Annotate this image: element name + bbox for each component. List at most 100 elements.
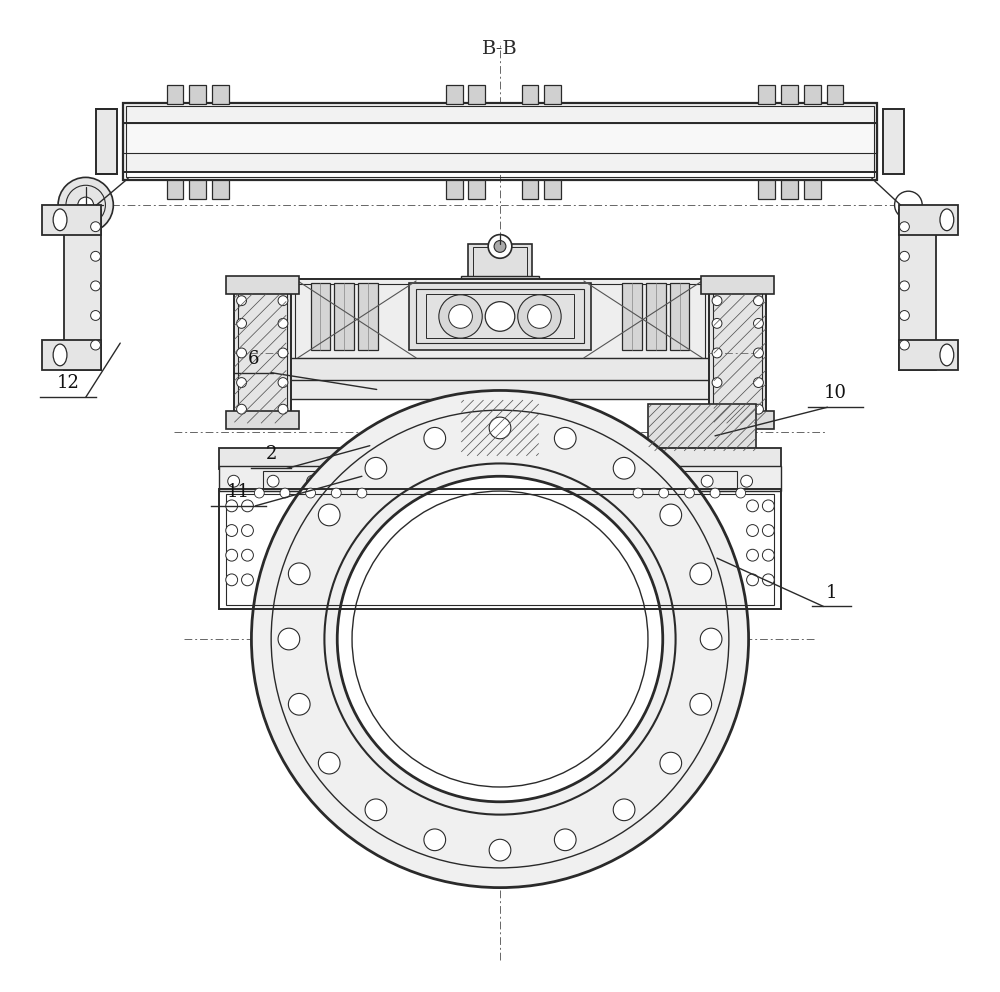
Circle shape <box>424 428 446 449</box>
Text: 1: 1 <box>826 583 837 601</box>
Circle shape <box>425 475 437 487</box>
Circle shape <box>900 281 909 291</box>
Bar <box>426 294 574 338</box>
Bar <box>123 123 877 153</box>
Circle shape <box>613 457 635 479</box>
Circle shape <box>91 251 100 261</box>
Bar <box>288 380 712 400</box>
Circle shape <box>365 457 387 479</box>
Circle shape <box>288 562 310 584</box>
Bar <box>358 283 378 350</box>
Bar <box>758 181 775 199</box>
Circle shape <box>700 628 722 650</box>
Circle shape <box>318 504 340 526</box>
Circle shape <box>226 525 238 537</box>
Bar <box>804 84 821 104</box>
Circle shape <box>489 839 511 861</box>
Bar <box>126 106 874 178</box>
Bar <box>189 84 206 104</box>
Circle shape <box>741 475 753 487</box>
Bar <box>899 210 936 370</box>
Circle shape <box>78 197 94 213</box>
Circle shape <box>494 240 506 252</box>
Circle shape <box>226 550 238 561</box>
Circle shape <box>278 378 288 388</box>
Circle shape <box>554 428 576 449</box>
Circle shape <box>690 693 712 715</box>
Bar <box>288 358 712 383</box>
Circle shape <box>754 318 763 328</box>
Bar <box>189 181 206 199</box>
Circle shape <box>684 488 694 498</box>
Bar <box>409 283 591 350</box>
Circle shape <box>485 302 515 331</box>
Circle shape <box>242 525 253 537</box>
Bar <box>219 447 781 469</box>
Ellipse shape <box>53 209 67 231</box>
Circle shape <box>58 178 113 232</box>
Bar <box>648 405 756 451</box>
Circle shape <box>633 488 643 498</box>
Bar <box>522 181 538 199</box>
Circle shape <box>754 405 763 414</box>
Circle shape <box>228 475 240 487</box>
Circle shape <box>318 752 340 774</box>
Bar <box>238 288 287 423</box>
Bar <box>522 84 538 104</box>
Circle shape <box>307 475 318 487</box>
Ellipse shape <box>940 209 954 231</box>
Circle shape <box>712 348 722 358</box>
Circle shape <box>518 295 561 338</box>
Bar <box>446 181 463 199</box>
Bar <box>219 466 781 491</box>
Circle shape <box>622 475 634 487</box>
Circle shape <box>278 296 288 306</box>
Bar <box>226 494 774 604</box>
Circle shape <box>280 488 290 498</box>
Bar <box>64 210 101 370</box>
Bar <box>899 340 958 370</box>
Circle shape <box>747 525 758 537</box>
Circle shape <box>278 405 288 414</box>
Circle shape <box>900 310 909 320</box>
Text: 2: 2 <box>265 445 277 463</box>
Bar <box>622 283 642 350</box>
Bar <box>701 276 774 294</box>
Circle shape <box>712 318 722 328</box>
Bar <box>123 153 877 173</box>
Bar <box>883 109 904 175</box>
Bar <box>226 276 299 294</box>
Circle shape <box>365 799 387 820</box>
Bar <box>123 103 877 181</box>
Bar <box>544 181 561 199</box>
Text: 6: 6 <box>248 350 259 368</box>
Circle shape <box>754 378 763 388</box>
Circle shape <box>754 348 763 358</box>
Circle shape <box>237 378 246 388</box>
Circle shape <box>331 488 341 498</box>
Circle shape <box>288 693 310 715</box>
Circle shape <box>439 295 482 338</box>
Circle shape <box>762 574 774 585</box>
Circle shape <box>267 475 279 487</box>
Circle shape <box>278 628 300 650</box>
Circle shape <box>747 500 758 512</box>
Circle shape <box>489 417 511 438</box>
Circle shape <box>386 475 397 487</box>
Circle shape <box>736 488 746 498</box>
Text: 12: 12 <box>56 374 79 393</box>
Bar <box>713 288 762 423</box>
Text: B-B: B-B <box>482 41 518 59</box>
Circle shape <box>712 378 722 388</box>
Bar <box>670 283 689 350</box>
Bar <box>646 283 666 350</box>
Circle shape <box>543 475 555 487</box>
Circle shape <box>528 305 551 328</box>
Text: 10: 10 <box>824 384 847 403</box>
Bar <box>758 84 775 104</box>
Circle shape <box>488 420 512 443</box>
Bar <box>804 181 821 199</box>
Circle shape <box>91 222 100 232</box>
Bar <box>461 400 539 456</box>
Circle shape <box>660 752 682 774</box>
